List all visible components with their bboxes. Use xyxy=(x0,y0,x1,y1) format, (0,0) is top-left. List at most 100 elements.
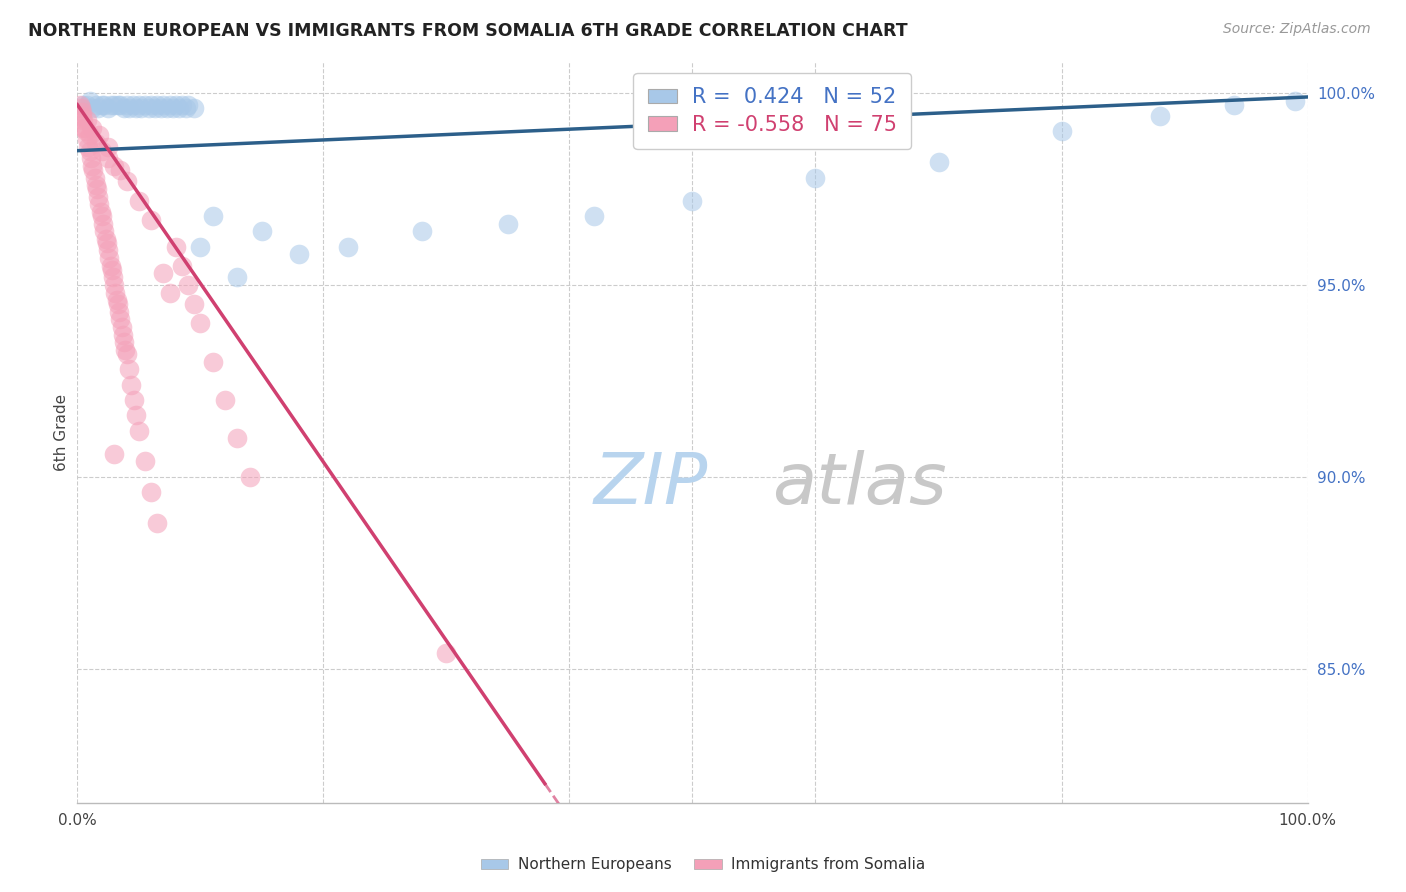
Point xyxy=(152,97,174,112)
Point xyxy=(72,113,94,128)
Point xyxy=(190,316,212,330)
Point xyxy=(141,212,163,227)
Point xyxy=(96,235,118,250)
Point xyxy=(141,97,163,112)
Point xyxy=(86,182,108,196)
Point xyxy=(170,259,193,273)
Text: ZIP: ZIP xyxy=(595,450,709,519)
Point xyxy=(82,102,104,116)
Point xyxy=(93,224,115,238)
Point xyxy=(159,285,181,300)
Point xyxy=(1050,124,1073,138)
Point xyxy=(108,305,131,319)
Point xyxy=(177,97,200,112)
Point xyxy=(928,155,950,169)
Y-axis label: 6th Grade: 6th Grade xyxy=(53,394,69,471)
Point xyxy=(83,170,105,185)
Point xyxy=(110,162,132,177)
Point xyxy=(97,140,120,154)
Point xyxy=(115,174,138,188)
Point xyxy=(77,140,100,154)
Point xyxy=(82,159,104,173)
Point xyxy=(121,97,143,112)
Point xyxy=(496,217,519,231)
Point xyxy=(125,409,148,423)
Point xyxy=(70,109,93,123)
Point xyxy=(87,190,110,204)
Point xyxy=(101,270,124,285)
Point xyxy=(103,159,125,173)
Point xyxy=(122,392,145,407)
Point xyxy=(89,128,111,143)
Point xyxy=(156,102,179,116)
Point xyxy=(72,97,94,112)
Legend: Northern Europeans, Immigrants from Somalia: Northern Europeans, Immigrants from Soma… xyxy=(474,849,932,880)
Point xyxy=(141,485,163,500)
Point xyxy=(152,267,174,281)
Point xyxy=(73,120,96,135)
Point xyxy=(93,97,115,112)
Point xyxy=(174,102,197,116)
Point xyxy=(105,293,128,308)
Point xyxy=(76,132,98,146)
Point xyxy=(131,102,153,116)
Point xyxy=(183,102,205,116)
Point xyxy=(84,178,107,193)
Point xyxy=(150,102,173,116)
Point xyxy=(111,320,132,334)
Point xyxy=(226,270,249,285)
Point xyxy=(107,297,129,311)
Text: atlas: atlas xyxy=(772,450,948,519)
Point xyxy=(97,102,120,116)
Point xyxy=(411,224,433,238)
Point xyxy=(112,102,135,116)
Point xyxy=(201,354,224,368)
Point xyxy=(70,102,93,116)
Point xyxy=(159,97,181,112)
Point xyxy=(1284,94,1306,108)
Point xyxy=(128,194,150,208)
Point xyxy=(134,454,156,468)
Point xyxy=(146,516,169,530)
Point xyxy=(201,209,224,223)
Point xyxy=(143,102,166,116)
Point xyxy=(90,209,114,223)
Point xyxy=(103,97,125,112)
Point xyxy=(84,97,107,112)
Point xyxy=(90,144,114,158)
Point xyxy=(177,277,200,292)
Point xyxy=(114,343,136,358)
Text: NORTHERN EUROPEAN VS IMMIGRANTS FROM SOMALIA 6TH GRADE CORRELATION CHART: NORTHERN EUROPEAN VS IMMIGRANTS FROM SOM… xyxy=(28,22,908,40)
Point xyxy=(115,347,138,361)
Legend: R =  0.424   N = 52, R = -0.558   N = 75: R = 0.424 N = 52, R = -0.558 N = 75 xyxy=(634,73,911,149)
Point xyxy=(128,97,150,112)
Point xyxy=(87,102,110,116)
Point xyxy=(183,297,205,311)
Point xyxy=(169,102,191,116)
Point xyxy=(91,217,114,231)
Point xyxy=(103,447,125,461)
Point xyxy=(804,170,827,185)
Point xyxy=(146,97,169,112)
Point xyxy=(162,102,184,116)
Point xyxy=(214,392,236,407)
Point xyxy=(82,120,104,135)
Point xyxy=(69,97,91,112)
Point xyxy=(97,244,120,258)
Point xyxy=(100,259,122,273)
Point xyxy=(111,327,134,342)
Point xyxy=(90,205,112,219)
Point xyxy=(682,194,704,208)
Point xyxy=(70,105,93,120)
Point xyxy=(128,424,150,438)
Point xyxy=(239,469,262,483)
Point xyxy=(288,247,311,261)
Point xyxy=(84,136,107,150)
Point xyxy=(89,197,111,211)
Point xyxy=(115,97,138,112)
Point xyxy=(250,224,273,238)
Point xyxy=(79,94,101,108)
Text: Source: ZipAtlas.com: Source: ZipAtlas.com xyxy=(1223,22,1371,37)
Point xyxy=(72,120,94,135)
Point xyxy=(97,152,120,166)
